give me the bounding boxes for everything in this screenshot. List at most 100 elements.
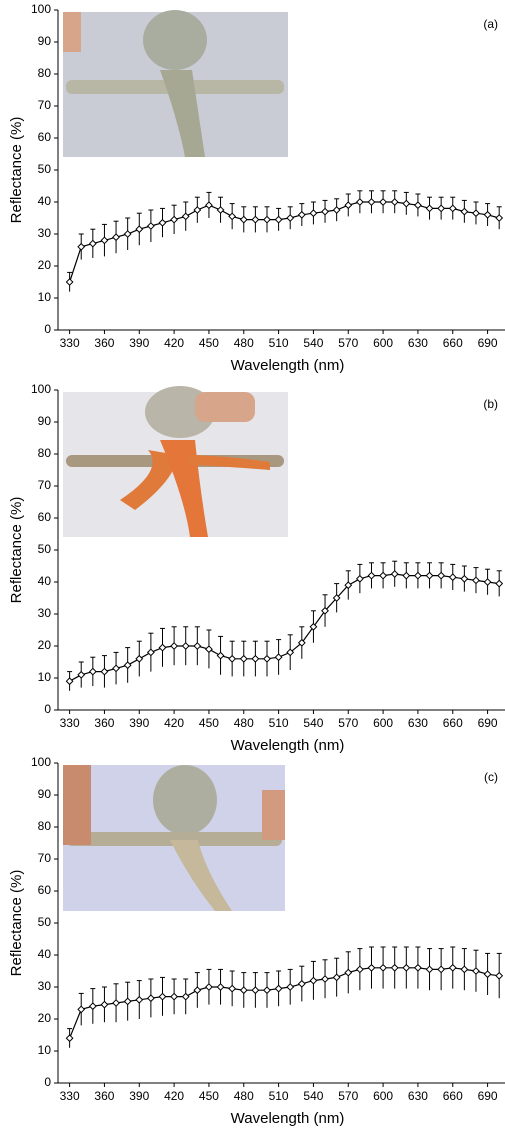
x-tick-label: 330 — [60, 1089, 80, 1103]
y-tick-label: 0 — [44, 702, 51, 716]
data-point — [171, 216, 177, 222]
data-point — [90, 240, 96, 246]
data-point — [264, 987, 270, 993]
x-tick-label: 450 — [199, 336, 219, 350]
y-tick-label: 50 — [38, 915, 52, 929]
data-point — [275, 654, 281, 660]
data-point — [264, 656, 270, 662]
data-point — [345, 202, 351, 208]
data-point — [241, 987, 247, 993]
data-point — [403, 965, 409, 971]
data-point — [159, 220, 165, 226]
data-point — [473, 577, 479, 583]
data-point — [287, 215, 293, 221]
data-point — [357, 576, 363, 582]
x-tick-label: 510 — [269, 716, 289, 730]
y-tick-label: 50 — [38, 542, 52, 556]
data-point — [183, 643, 189, 649]
data-point — [183, 993, 189, 999]
y-tick-label: 10 — [38, 670, 52, 684]
data-point — [287, 984, 293, 990]
data-point — [426, 205, 432, 211]
figure: 0102030405060708090100330360390420450480… — [0, 0, 505, 1133]
photo-b — [63, 386, 288, 537]
data-point — [333, 974, 339, 980]
data-point — [368, 965, 374, 971]
x-tick-label: 510 — [269, 1089, 289, 1103]
data-point — [217, 207, 223, 213]
y-tick-label: 90 — [38, 787, 52, 801]
panel-label: (b) — [483, 397, 498, 411]
data-point — [183, 213, 189, 219]
x-tick-label: 630 — [408, 1089, 428, 1103]
data-point — [90, 668, 96, 674]
data-point — [113, 1000, 119, 1006]
y-axis-title: Reflectance (%) — [8, 497, 25, 604]
y-tick-label: 100 — [31, 2, 51, 16]
y-tick-label: 60 — [38, 130, 52, 144]
data-point — [78, 244, 84, 250]
data-point — [66, 1035, 72, 1041]
y-tick-label: 80 — [38, 66, 52, 80]
photo-a — [63, 10, 288, 157]
data-point — [461, 208, 467, 214]
data-point — [380, 572, 386, 578]
data-point — [159, 644, 165, 650]
y-tick-label: 0 — [44, 322, 51, 336]
y-tick-label: 70 — [38, 478, 52, 492]
data-point — [345, 969, 351, 975]
x-tick-label: 390 — [129, 336, 149, 350]
y-tick-label: 40 — [38, 194, 52, 208]
data-point — [450, 574, 456, 580]
x-tick-label: 600 — [373, 1089, 393, 1103]
series-line — [70, 968, 500, 1038]
x-tick-label: 450 — [199, 716, 219, 730]
y-tick-label: 100 — [31, 755, 51, 769]
data-point — [171, 643, 177, 649]
x-tick-label: 360 — [94, 1089, 114, 1103]
x-axis-title: Wavelength (nm) — [231, 1110, 345, 1127]
x-tick-label: 360 — [94, 336, 114, 350]
x-tick-label: 660 — [443, 336, 463, 350]
y-tick-label: 40 — [38, 947, 52, 961]
data-point — [392, 199, 398, 205]
x-tick-label: 420 — [164, 1089, 184, 1103]
data-point — [252, 987, 258, 993]
data-point — [159, 993, 165, 999]
y-tick-label: 70 — [38, 851, 52, 865]
x-tick-label: 330 — [60, 336, 80, 350]
data-point — [403, 200, 409, 206]
series-line — [70, 574, 500, 681]
data-point — [484, 579, 490, 585]
data-point — [380, 199, 386, 205]
data-point — [148, 649, 154, 655]
y-tick-label: 0 — [44, 1075, 51, 1089]
y-tick-label: 50 — [38, 162, 52, 176]
data-point — [403, 572, 409, 578]
data-point — [438, 205, 444, 211]
panel-label: (c) — [484, 770, 498, 784]
y-tick-label: 60 — [38, 883, 52, 897]
data-point — [368, 199, 374, 205]
data-point — [496, 973, 502, 979]
data-point — [66, 678, 72, 684]
y-tick-label: 30 — [38, 606, 52, 620]
y-tick-label: 80 — [38, 819, 52, 833]
data-point — [136, 997, 142, 1003]
x-axis-title: Wavelength (nm) — [231, 737, 345, 754]
panel-label: (a) — [483, 17, 498, 31]
data-point — [206, 202, 212, 208]
y-tick-label: 10 — [38, 1043, 52, 1057]
x-tick-label: 360 — [94, 716, 114, 730]
data-point — [275, 985, 281, 991]
data-point — [101, 237, 107, 243]
data-point — [194, 207, 200, 213]
data-point — [310, 210, 316, 216]
data-point — [229, 656, 235, 662]
x-tick-label: 570 — [338, 336, 358, 350]
data-point — [415, 572, 421, 578]
data-point — [229, 213, 235, 219]
data-point — [194, 987, 200, 993]
x-tick-label: 600 — [373, 716, 393, 730]
x-tick-label: 480 — [234, 716, 254, 730]
